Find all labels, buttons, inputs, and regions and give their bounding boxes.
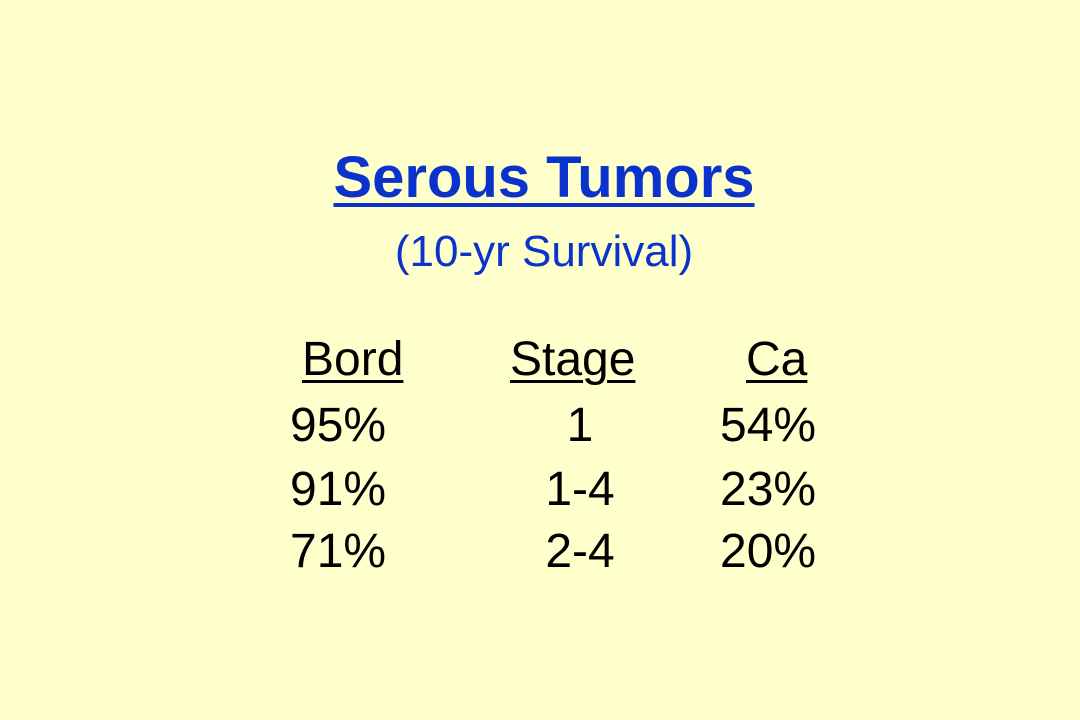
slide-subtitle: (10-yr Survival) [394, 227, 694, 276]
table-cell-bord: 95% [290, 399, 387, 452]
slide-title: Serous Tumors [0, 142, 1080, 214]
column-header-stage: Stage [510, 333, 636, 386]
table-cell-ca: 54% [720, 399, 817, 452]
table-cell-bord: 71% [290, 525, 387, 578]
table-cell-stage: 1 [566, 399, 594, 452]
column-header-ca: Ca [746, 333, 808, 386]
table-cell-stage: 1-4 [545, 463, 615, 516]
table-cell-stage: 2-4 [545, 525, 615, 578]
table-cell-ca: 20% [720, 525, 817, 578]
slide-title-text: Serous Tumors [333, 145, 755, 210]
table-cell-bord: 91% [290, 463, 387, 516]
column-header-bord: Bord [302, 333, 404, 386]
table-cell-ca: 23% [720, 463, 817, 516]
